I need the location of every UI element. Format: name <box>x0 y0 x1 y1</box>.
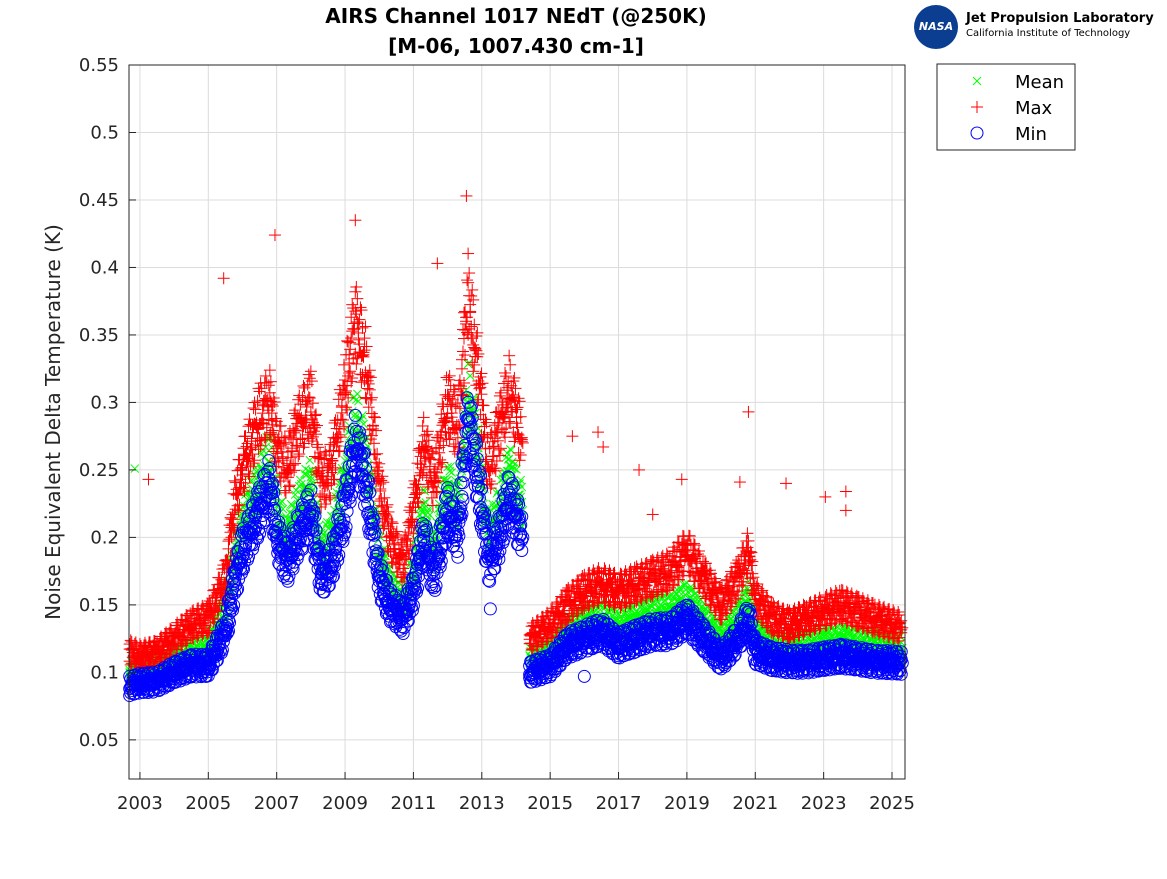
data-point <box>350 281 362 293</box>
data-marks <box>124 190 909 702</box>
outlier-point <box>349 214 361 226</box>
outlier-point <box>142 473 154 485</box>
outlier-point <box>840 486 852 498</box>
data-point <box>338 359 350 371</box>
data-point <box>232 500 244 512</box>
data-point <box>457 345 469 357</box>
data-point <box>495 387 507 399</box>
data-point <box>303 369 315 381</box>
data-point <box>305 365 317 377</box>
data-point <box>515 449 527 461</box>
data-point <box>494 390 506 402</box>
data-point <box>508 458 516 466</box>
data-point <box>432 432 444 444</box>
outlier-point <box>734 476 746 488</box>
outlier-point <box>676 473 688 485</box>
data-point <box>462 248 474 260</box>
outlier-point <box>597 441 609 453</box>
data-point <box>742 535 754 547</box>
data-point <box>350 358 362 370</box>
data-point <box>466 356 478 368</box>
data-point <box>491 425 503 437</box>
series-max <box>124 190 909 674</box>
data-point <box>344 365 356 377</box>
data-point <box>499 367 511 379</box>
data-point <box>371 448 383 460</box>
data-point <box>484 475 496 487</box>
logo-line2: California Institute of Technology <box>966 28 1130 39</box>
data-point <box>500 370 512 382</box>
data-point <box>418 411 430 423</box>
outlier-point <box>218 272 230 284</box>
data-point <box>503 350 515 362</box>
data-point <box>475 367 487 379</box>
series-min <box>124 392 909 702</box>
data-point <box>229 475 241 487</box>
outlier-point <box>819 491 831 503</box>
outlier-point <box>566 430 578 442</box>
data-point <box>708 576 720 588</box>
outlier-point <box>840 504 852 516</box>
outlier-point <box>592 426 604 438</box>
outlier-point <box>269 229 281 241</box>
outlier-point <box>742 406 754 418</box>
jpl-logo: NASA Jet Propulsion Laboratory Californi… <box>914 5 1164 49</box>
outlier-point <box>780 477 792 489</box>
data-point <box>353 390 361 398</box>
data-point <box>249 397 261 409</box>
data-point <box>504 359 516 371</box>
data-point <box>467 365 479 377</box>
data-point <box>368 411 380 423</box>
data-point <box>461 274 473 286</box>
data-point <box>349 286 361 298</box>
data-point <box>363 401 375 413</box>
data-point <box>468 359 480 371</box>
outlier-point <box>633 464 645 476</box>
outlier-point <box>647 508 659 520</box>
data-point <box>495 442 507 454</box>
data-point <box>304 372 316 384</box>
data-point <box>467 339 479 351</box>
nasa-meatball-icon: NASA <box>914 5 958 49</box>
outlier-point <box>131 465 139 473</box>
data-point <box>344 337 356 349</box>
logo-line1: Jet Propulsion Laboratory <box>966 11 1154 26</box>
data-point <box>359 332 371 344</box>
data-point <box>470 345 482 357</box>
data-point <box>240 430 252 442</box>
data-point <box>463 267 475 279</box>
